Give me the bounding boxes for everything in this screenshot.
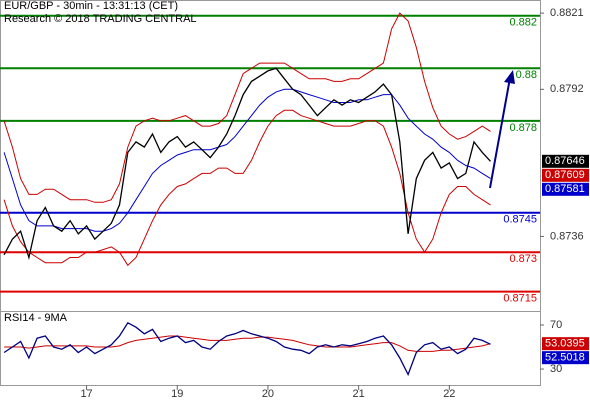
level-label: 0.882 [509,17,537,29]
last-value-label: 53.0395 [545,338,585,350]
series-line [3,109,491,267]
chart-subtitle: Research © 2018 TRADING CENTRAL [4,13,197,25]
rsi-title: RSI14 - 9MA [4,312,68,324]
x-tick-label: 19 [171,388,183,400]
last-value-box [542,154,589,168]
chart-title: EUR/GBP - 30min - 13:31:13 (CET) [4,0,178,12]
x-tick-label: 22 [443,388,455,400]
series-line [3,88,491,232]
last-value-box [542,337,589,351]
level-label: 0.8715 [503,293,537,305]
y-tick-label: 0.8736 [550,230,584,242]
last-value-label: 0.87609 [545,169,585,181]
last-value-label: 52.5018 [545,352,585,364]
plot-frame [0,0,541,386]
y-tick-label: 0.8821 [550,7,584,19]
x-tick-label: 20 [262,388,274,400]
y-tick-label: 0.8792 [550,83,584,95]
x-tick-label: 17 [80,388,92,400]
forecast-arrow-head [504,70,515,84]
last-value-box [542,168,589,182]
forecast-arrow [489,77,511,189]
last-value-label: 0.87646 [545,155,585,167]
level-label: 0.8745 [503,214,537,226]
y-tick-label: 70 [550,319,562,331]
series-line [4,335,491,352]
series-line [3,12,491,203]
level-label: 0.88 [516,69,537,81]
level-label: 0.878 [509,122,537,134]
series-line [3,321,491,377]
last-value-box [542,351,589,365]
series-line [3,67,491,261]
level-label: 0.873 [509,253,537,265]
last-value-box [542,182,589,196]
last-value-label: 0.87581 [545,183,585,195]
x-tick-label: 21 [353,388,365,400]
y-tick-label: 30 [550,363,562,375]
